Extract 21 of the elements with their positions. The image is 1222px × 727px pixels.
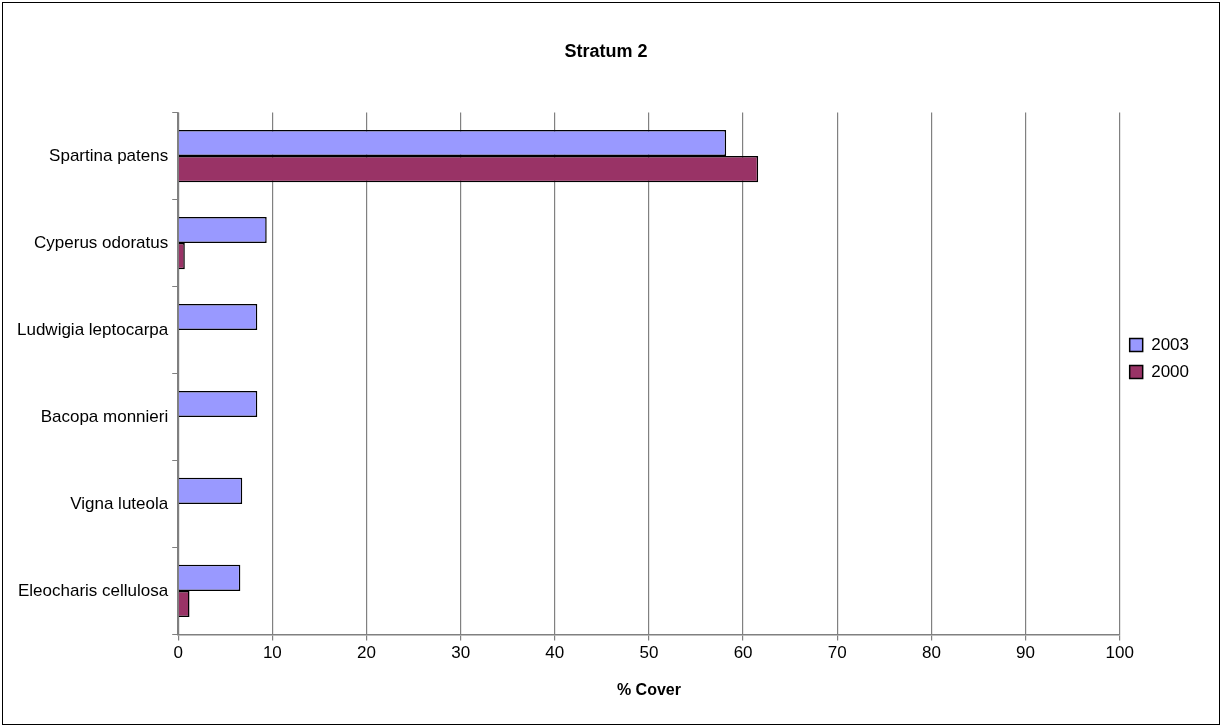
x-tick-label: 30 [451, 643, 471, 663]
y-tick-label: Ludwigia leptocarpa [17, 319, 169, 339]
legend-label: 2000 [1151, 361, 1190, 381]
x-tick-label: 20 [357, 643, 376, 663]
x-tick-label: 80 [921, 643, 941, 663]
x-tick-label: 100 [1105, 643, 1134, 663]
x-tick-label: 40 [545, 643, 565, 663]
chart-title: Stratum 2 [564, 40, 648, 61]
y-tick-label: Vigna luteola [70, 493, 169, 513]
legend-label: 2003 [1151, 334, 1190, 354]
x-tick-label: 70 [827, 643, 847, 663]
x-axis-title: % Cover [616, 680, 681, 698]
y-tick-label: Spartina patens [49, 145, 169, 165]
x-tick-label: 90 [1016, 643, 1035, 663]
y-tick-label: Eleocharis cellulosa [17, 580, 169, 600]
x-tick-label: 50 [639, 643, 659, 663]
x-tick-label: 10 [262, 643, 282, 663]
y-tick-label: Bacopa monnieri [40, 406, 169, 426]
x-tick-label: 0 [173, 643, 183, 663]
y-tick-label: Cyperus odoratus [34, 232, 169, 252]
x-tick-label: 60 [733, 643, 753, 663]
